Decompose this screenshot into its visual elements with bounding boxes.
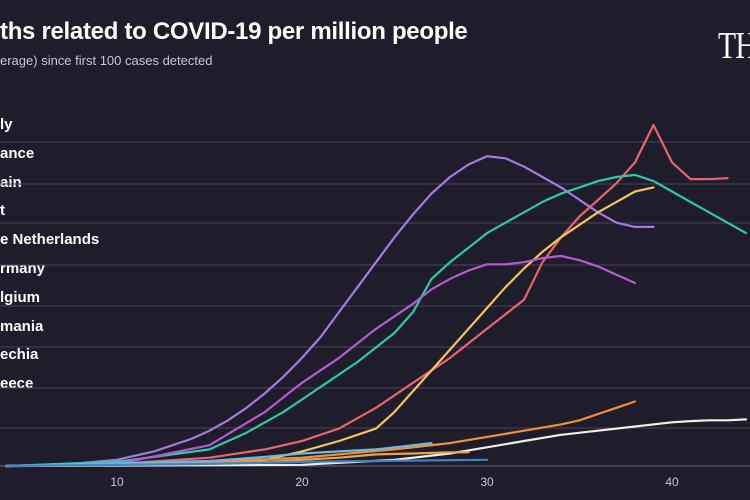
chart-subtitle: erage) since first 100 cases detected <box>0 53 213 68</box>
publisher-logo: THE <box>718 25 750 67</box>
series-line-0 <box>4 155 655 468</box>
legend-label-uk: t <box>0 202 5 219</box>
legend-label-germany: rmany <box>0 260 46 277</box>
series-line-4 <box>4 254 637 468</box>
series-line-6 <box>4 418 748 468</box>
x-tick-label: 30 <box>480 475 494 489</box>
legend-label-italy: ly <box>0 116 13 133</box>
legend-label-belgium: lgium <box>0 289 40 306</box>
series-line-5 <box>4 400 637 468</box>
legend-label-netherlands: e Netherlands <box>0 231 100 248</box>
legend-label-czechia: echia <box>0 346 39 363</box>
legend-label-romania: mania <box>0 318 44 335</box>
series-line-1 <box>4 123 729 468</box>
x-tick-label: 20 <box>295 475 309 489</box>
series-line-3 <box>4 186 655 468</box>
x-tick-label: 40 <box>665 475 679 489</box>
chart-title: ths related to COVID-19 per million peop… <box>0 18 468 45</box>
legend-label-spain: ain <box>0 174 22 191</box>
x-tick-label: 10 <box>110 475 124 489</box>
legend-label-france: ance <box>0 145 35 162</box>
series-line-7 <box>4 442 433 468</box>
series-line-2 <box>4 173 748 468</box>
series-line-9 <box>4 458 489 468</box>
